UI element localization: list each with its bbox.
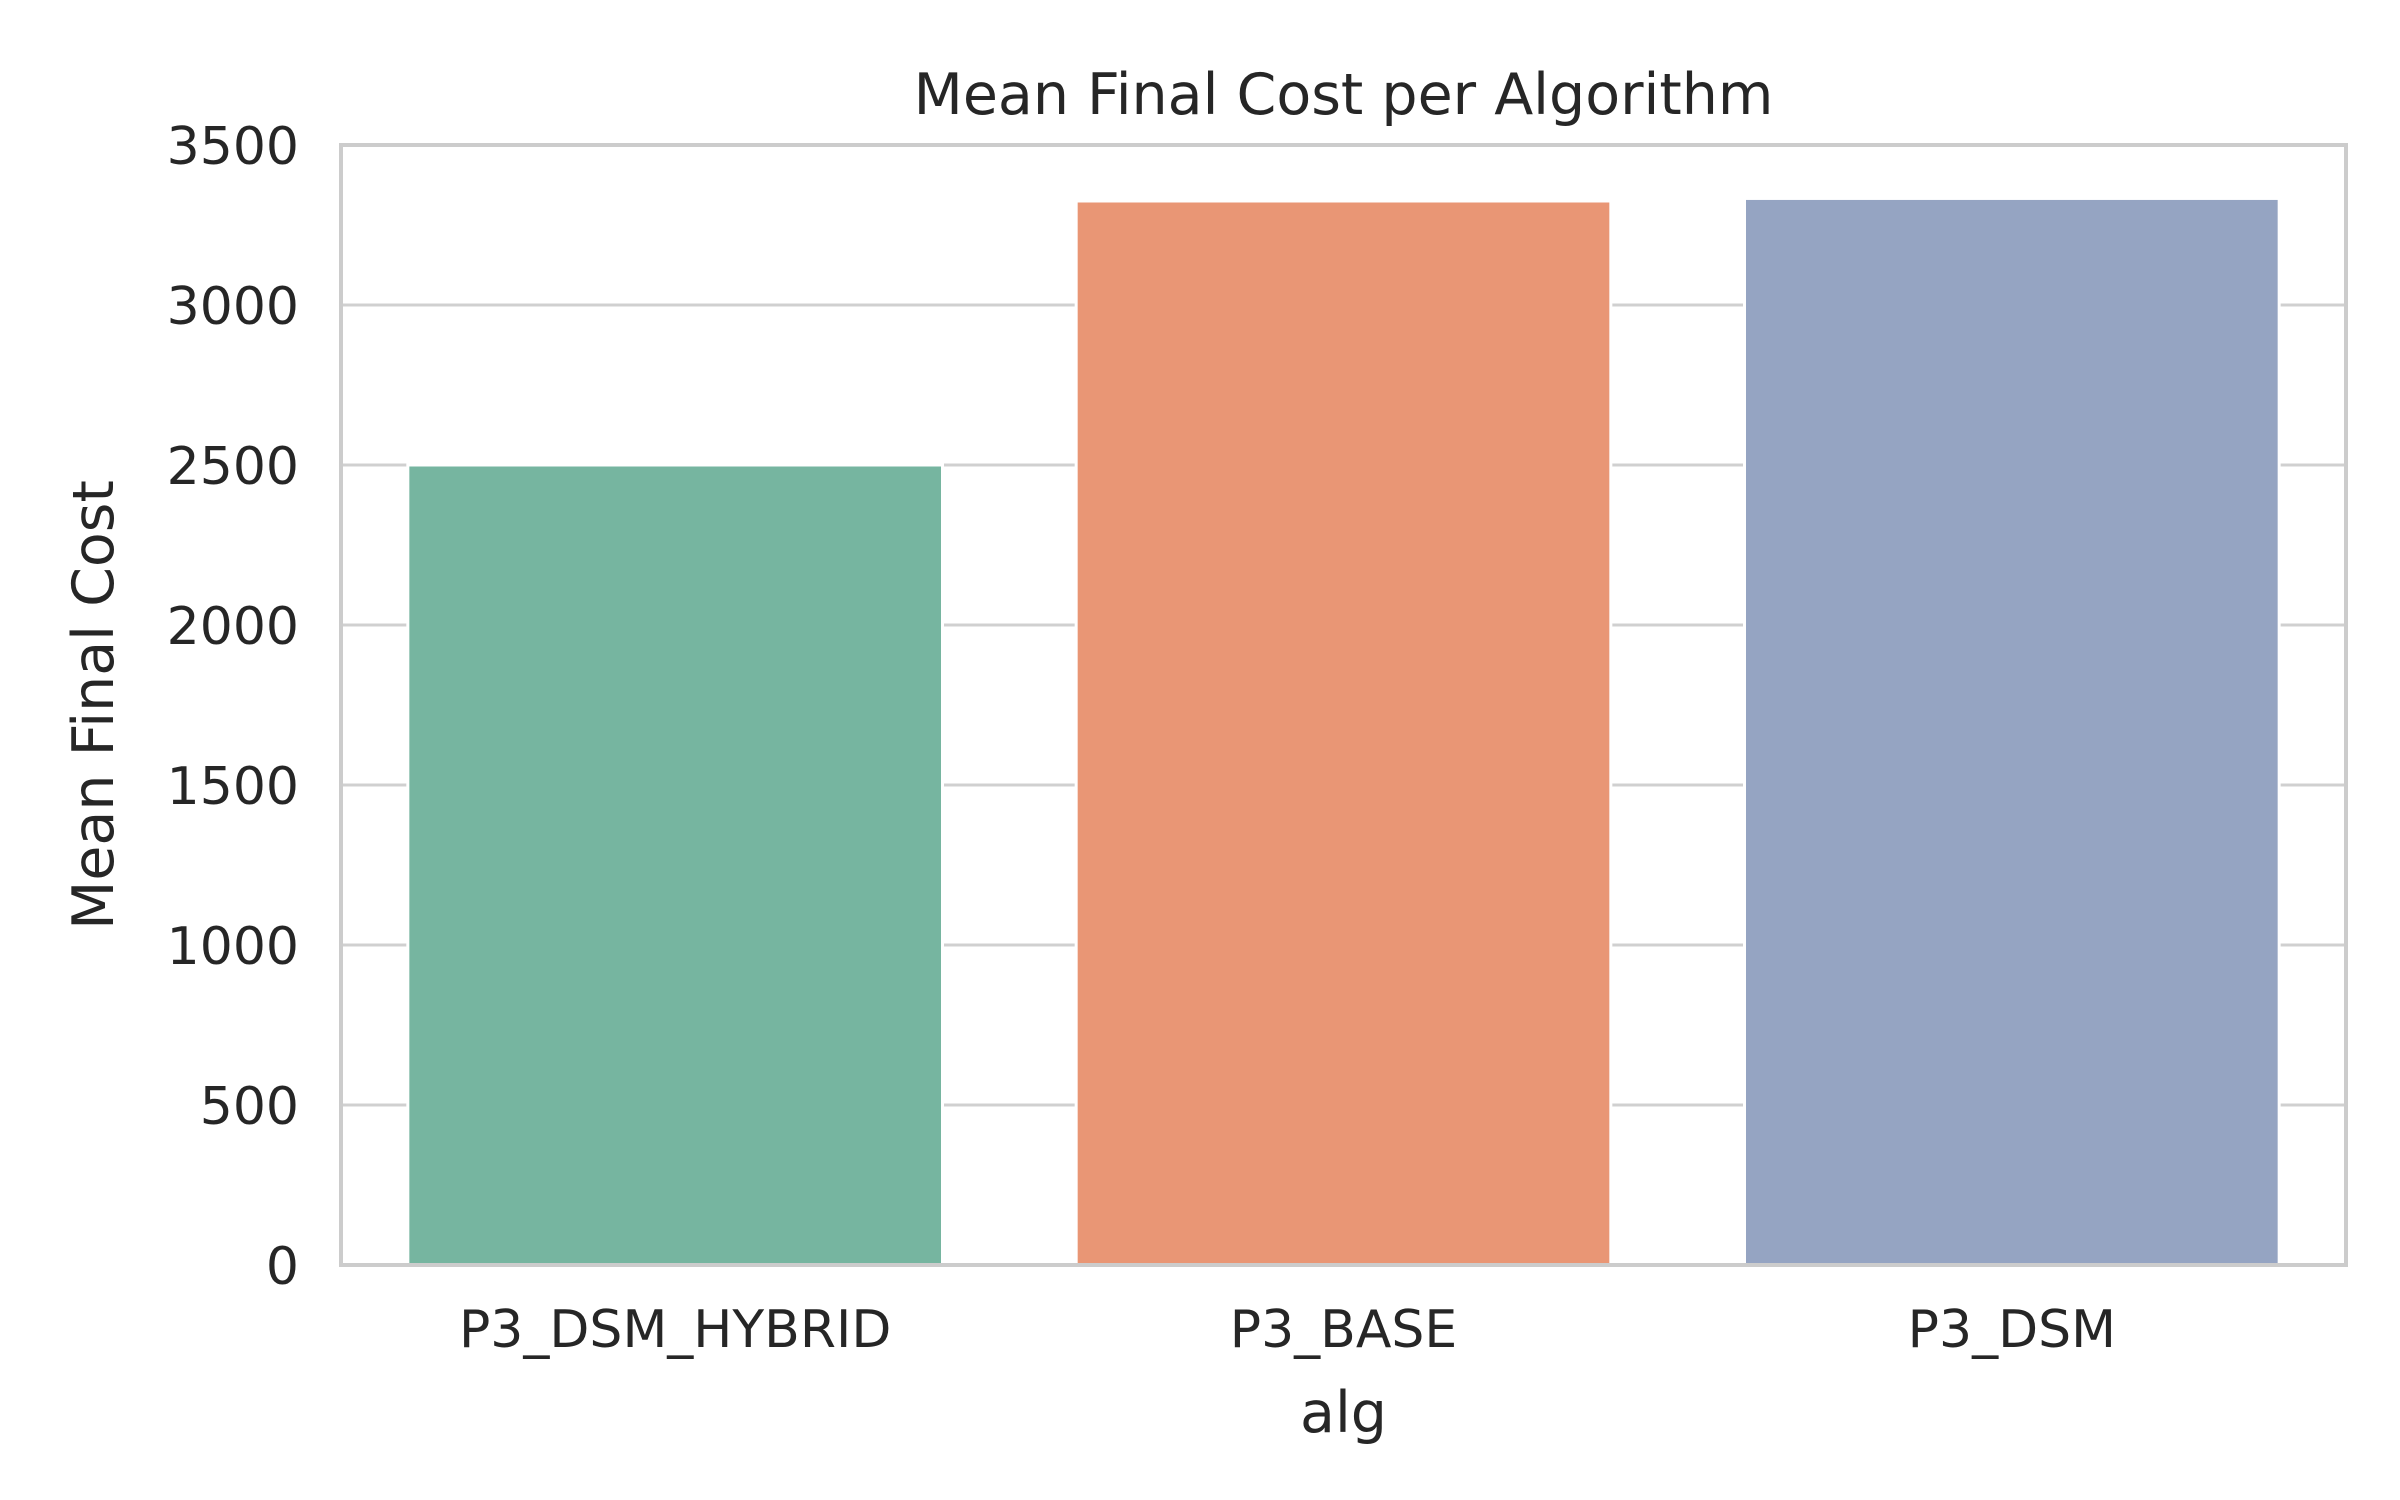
plot-frame	[339, 143, 2348, 1267]
y-tick-label: 0	[266, 1237, 299, 1297]
y-tick-label: 2000	[167, 597, 299, 657]
x-axis-label: alg	[1300, 1380, 1387, 1446]
y-axis-label: Mean Final Cost	[61, 480, 127, 930]
chart-title: Mean Final Cost per Algorithm	[914, 62, 1774, 128]
y-tick-label: 3500	[167, 117, 299, 177]
y-tick-label: 3000	[167, 277, 299, 337]
bar-p3-base	[1074, 199, 1613, 1267]
x-tick-label: P3_DSM	[1908, 1300, 2116, 1360]
y-tick-label: 500	[200, 1077, 299, 1137]
x-tick-label: P3_DSM_HYBRID	[459, 1300, 891, 1360]
y-tick-labels: 0 500 1000 1500 2000 2500 3000 3500	[167, 117, 299, 1297]
x-tick-labels: P3_DSM_HYBRID P3_BASE P3_DSM	[459, 1300, 2116, 1360]
bar-p3-dsm-hybrid	[406, 463, 945, 1267]
x-tick-label: P3_BASE	[1230, 1300, 1458, 1360]
y-tick-label: 1000	[167, 917, 299, 977]
bars	[406, 196, 2281, 1267]
y-tick-label: 2500	[167, 437, 299, 497]
bar-p3-dsm	[1743, 196, 2281, 1267]
y-tick-label: 1500	[167, 757, 299, 817]
